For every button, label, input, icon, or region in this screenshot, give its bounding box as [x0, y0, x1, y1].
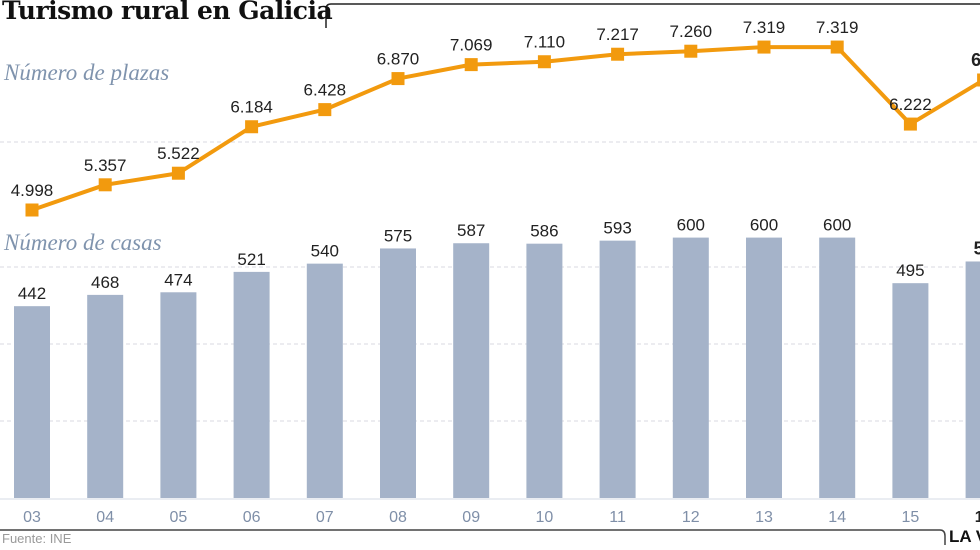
source-note: Fuente: INE — [2, 531, 72, 546]
plazas-line-path — [31, 45, 980, 212]
bar-16 — [965, 261, 980, 498]
bar-03 — [14, 306, 50, 498]
bar-label-09: 587 — [457, 221, 485, 240]
point-10 — [537, 55, 551, 69]
line-label-09: 7.069 — [450, 36, 493, 55]
bar-label-11: 593 — [603, 219, 631, 238]
plazas-line — [31, 45, 980, 212]
point-04 — [98, 178, 112, 192]
brand-logo: LA V — [949, 527, 980, 546]
x-tick-14: 14 — [828, 509, 846, 526]
bar-05 — [160, 292, 197, 498]
line-label-06: 6.184 — [230, 98, 273, 117]
point-11 — [611, 47, 625, 61]
point-15 — [903, 117, 917, 131]
x-tick-08: 08 — [389, 509, 407, 526]
x-tick-09: 09 — [462, 509, 480, 526]
line-label-10: 7.110 — [524, 33, 565, 52]
point-12 — [684, 44, 698, 58]
bar-14 — [819, 237, 856, 498]
chart-title: Turismo rural en Galicia — [2, 0, 333, 25]
x-tick-10: 10 — [536, 509, 554, 526]
bar-label-04: 468 — [91, 273, 119, 292]
line-label-14: 7.319 — [816, 18, 859, 37]
point-08 — [391, 72, 405, 86]
x-tick-03: 03 — [23, 509, 41, 526]
line-label-16: 6.8 — [971, 50, 980, 70]
point-13 — [757, 40, 771, 54]
x-tick-05: 05 — [170, 509, 188, 526]
bar-label-12: 600 — [677, 216, 705, 235]
line-label-07: 6.428 — [304, 81, 347, 100]
series-label-casas: Número de casas — [4, 230, 162, 255]
bar-12 — [672, 237, 709, 498]
bar-13 — [746, 237, 782, 498]
x-tick-labels: 03 04 05 06 07 08 09 10 11 12 13 14 15 16 — [23, 509, 980, 526]
x-tick-13: 13 — [755, 509, 773, 526]
bar-15 — [892, 283, 929, 498]
line-label-05: 5.522 — [157, 144, 200, 163]
point-09 — [464, 58, 478, 72]
bar-10 — [526, 243, 563, 498]
point-05 — [171, 166, 185, 180]
point-16 — [977, 73, 980, 87]
x-tick-16: 16 — [975, 509, 980, 526]
bar-label-10: 586 — [530, 222, 558, 241]
x-tick-15: 15 — [902, 509, 920, 526]
bar-label-08: 575 — [384, 226, 412, 245]
bar-09 — [453, 243, 490, 498]
bar-label-03: 442 — [18, 284, 46, 303]
x-tick-06: 06 — [243, 509, 261, 526]
bars — [14, 237, 980, 498]
line-label-15: 6.222 — [889, 95, 932, 114]
bar-label-13: 600 — [750, 216, 778, 235]
line-label-13: 7.319 — [743, 18, 786, 37]
line-label-08: 6.870 — [377, 50, 420, 69]
bar-07 — [306, 263, 343, 498]
point-03 — [25, 203, 39, 217]
x-tick-07: 07 — [316, 509, 334, 526]
line-label-04: 5.357 — [84, 156, 127, 175]
line-label-11: 7.217 — [596, 25, 639, 44]
plazas-points — [25, 40, 980, 217]
line-labels: 4.998 5.357 5.522 6.184 6.428 6.870 7.069 7.110… — [11, 18, 980, 200]
bar-11 — [599, 240, 636, 498]
bar-label-06: 521 — [237, 250, 265, 269]
point-14 — [830, 40, 844, 54]
bar-label-16: 54 — [974, 238, 980, 258]
footer-rule — [0, 529, 946, 545]
bar-label-05: 474 — [164, 270, 192, 289]
bar-label-07: 540 — [311, 242, 339, 261]
bar-04 — [87, 294, 124, 498]
series-label-plazas: Número de plazas — [4, 60, 170, 85]
bar-08 — [380, 248, 416, 498]
x-tick-04: 04 — [96, 509, 114, 526]
title-bracket — [325, 3, 980, 28]
bar-labels: 442 468 474 521 540 575 587 586 593 600 600 600 495 5… — [18, 216, 980, 304]
x-tick-12: 12 — [682, 509, 700, 526]
bar-06 — [233, 271, 270, 498]
bar-label-14: 600 — [823, 216, 851, 235]
line-label-03: 4.998 — [11, 181, 54, 200]
point-06 — [245, 120, 259, 134]
line-label-12: 7.260 — [670, 22, 713, 41]
x-tick-11: 11 — [609, 509, 626, 526]
point-07 — [318, 103, 332, 117]
bar-label-15: 495 — [896, 261, 924, 280]
